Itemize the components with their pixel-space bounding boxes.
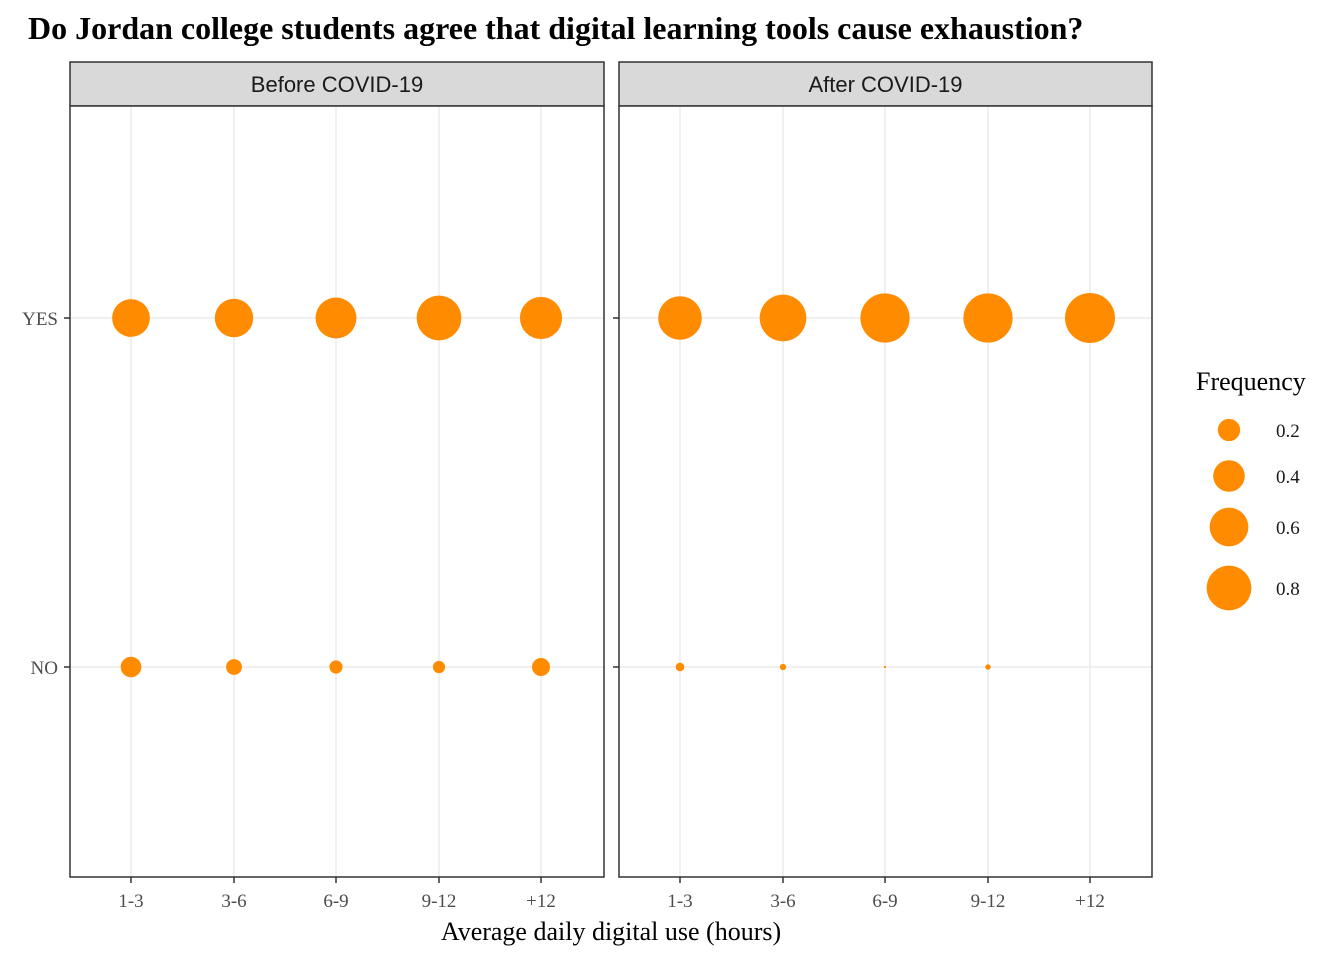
data-point — [416, 295, 462, 341]
data-point — [329, 660, 343, 674]
x-axis-title: Average daily digital use (hours) — [441, 917, 781, 946]
data-point — [985, 664, 991, 670]
data-point — [531, 657, 551, 677]
legend: Frequency 0.2 0.4 0.6 0.8 — [1196, 367, 1306, 611]
chart-title: Do Jordan college students agree that di… — [28, 10, 1083, 46]
panel-background — [70, 106, 604, 877]
x-tick-label: 6-9 — [323, 891, 348, 912]
data-point — [675, 662, 685, 672]
panel-1: Before COVID-19 1-3 3-6 6-9 9-12 +12 NO YES — [22, 61, 605, 912]
y-tick-label: NO — [31, 658, 58, 679]
legend-label: 0.4 — [1276, 467, 1300, 488]
data-point — [120, 656, 142, 678]
data-point — [519, 296, 563, 340]
data-point — [658, 296, 702, 340]
data-point — [432, 660, 446, 674]
chart-panels: Before COVID-19 1-3 3-6 6-9 9-12 +12 NO YES Afte… — [22, 61, 1153, 912]
x-tick-label: 3-6 — [770, 891, 795, 912]
legend-key — [1217, 418, 1241, 442]
legend-label: 0.8 — [1276, 579, 1300, 600]
data-point — [315, 297, 357, 339]
panel-strip-label: After COVID-19 — [808, 72, 962, 97]
panel-strip — [618, 61, 1153, 107]
data-point — [779, 663, 787, 671]
x-tick-label: +12 — [526, 891, 556, 912]
panel-2: After COVID-19 1-3 3-6 6-9 9-12 +12 — [613, 61, 1153, 912]
legend-title: Frequency — [1196, 367, 1306, 396]
panel-strip-label: Before COVID-19 — [251, 72, 423, 97]
data-point — [226, 659, 242, 675]
x-tick-label: 1-3 — [118, 891, 143, 912]
legend-key — [1206, 565, 1252, 611]
data-point — [1065, 293, 1115, 343]
data-point — [759, 294, 807, 342]
x-tick-label: +12 — [1075, 891, 1105, 912]
x-tick-label: 6-9 — [872, 891, 897, 912]
panel-border — [69, 105, 605, 878]
legend-label: 0.6 — [1276, 518, 1300, 539]
legend-key — [1209, 507, 1249, 547]
y-tick-label: YES — [22, 309, 58, 330]
legend-key — [1213, 460, 1245, 492]
x-tick-label: 1-3 — [667, 891, 692, 912]
x-tick-label: 9-12 — [971, 891, 1006, 912]
data-point — [860, 293, 910, 343]
legend-label: 0.2 — [1276, 421, 1300, 442]
data-point — [112, 299, 150, 337]
data-point — [214, 298, 254, 338]
panel-strip — [69, 61, 605, 107]
x-tick-label: 3-6 — [221, 891, 246, 912]
data-point — [963, 293, 1013, 343]
x-tick-label: 9-12 — [422, 891, 457, 912]
data-point — [883, 665, 887, 669]
